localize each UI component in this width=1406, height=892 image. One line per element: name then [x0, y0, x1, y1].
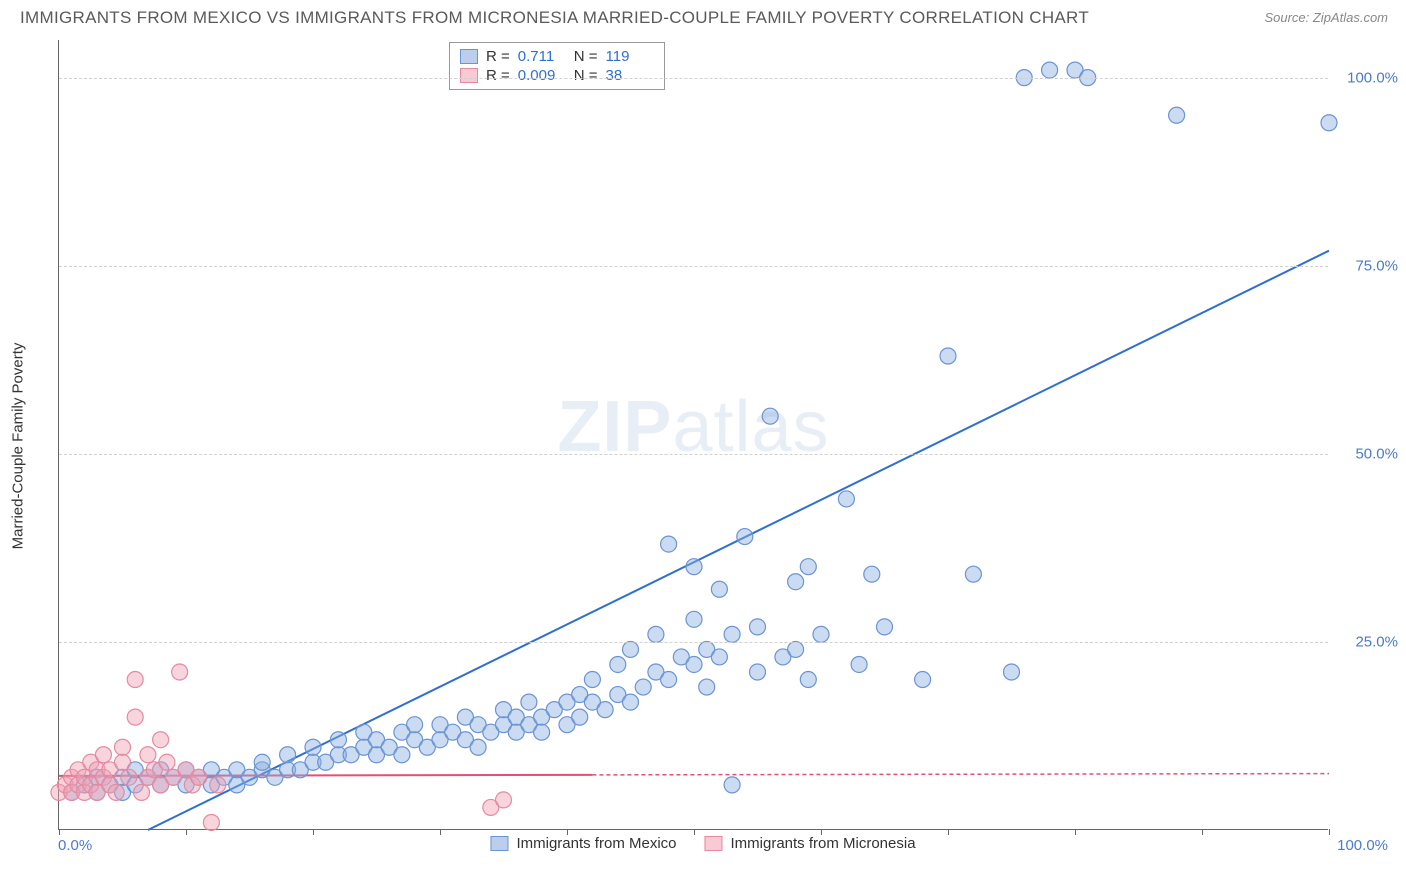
gridline — [59, 78, 1328, 79]
x-tick-mark — [186, 829, 187, 835]
y-axis-label: Married-Couple Family Poverty — [10, 343, 27, 550]
legend-item-mexico: Immigrants from Mexico — [490, 835, 676, 852]
y-axis-tick: 75.0% — [1338, 257, 1398, 274]
source-attribution: Source: ZipAtlas.com — [1264, 10, 1388, 25]
x-tick-mark — [1202, 829, 1203, 835]
x-tick-mark — [59, 829, 60, 835]
x-tick-mark — [948, 829, 949, 835]
x-axis-tick-100: 100.0% — [1337, 837, 1388, 854]
x-tick-mark — [1075, 829, 1076, 835]
y-axis-tick: 50.0% — [1338, 445, 1398, 462]
bottom-legend: Immigrants from Mexico Immigrants from M… — [490, 835, 915, 852]
y-axis-tick: 100.0% — [1338, 69, 1398, 86]
legend-item-micronesia: Immigrants from Micronesia — [704, 835, 915, 852]
x-tick-mark — [313, 829, 314, 835]
chart-title: IMMIGRANTS FROM MEXICO VS IMMIGRANTS FRO… — [20, 8, 1089, 28]
gridline — [59, 454, 1328, 455]
y-axis-tick: 25.0% — [1338, 633, 1398, 650]
swatch-icon — [704, 836, 722, 851]
swatch-icon — [490, 836, 508, 851]
gridline — [59, 266, 1328, 267]
x-axis-tick-0: 0.0% — [58, 837, 92, 854]
scatter-chart — [59, 40, 1329, 830]
gridline — [59, 642, 1328, 643]
x-tick-mark — [1329, 829, 1330, 835]
x-tick-mark — [440, 829, 441, 835]
plot-area: ZIPatlas R = 0.711 N = 119 R = 0.009 N =… — [58, 40, 1328, 830]
